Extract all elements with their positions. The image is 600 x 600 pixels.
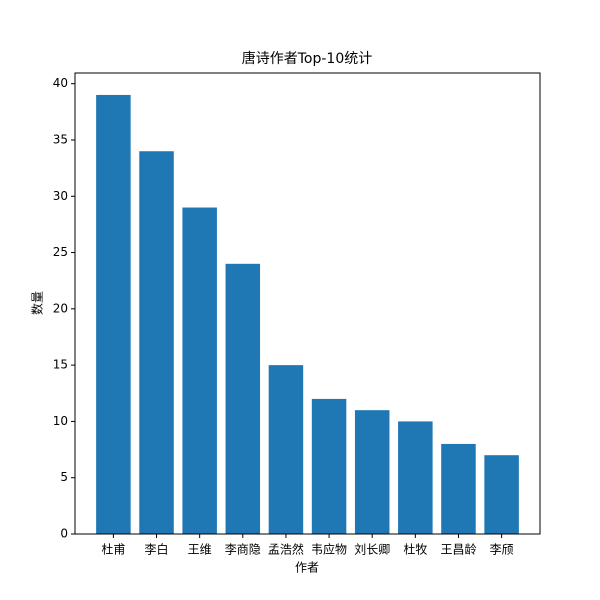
bar [268, 365, 304, 534]
x-tick-label: 孟浩然 [268, 542, 304, 557]
y-tick-label: 25 [53, 245, 68, 259]
bar [398, 421, 433, 534]
y-tick-label: 20 [53, 301, 68, 315]
y-tick-label: 5 [60, 470, 68, 484]
x-tick-label: 杜甫 [101, 542, 125, 557]
chart-title: 唐诗作者Top-10统计 [242, 50, 373, 67]
bar [354, 410, 390, 534]
plot-frame [74, 72, 541, 535]
bar [182, 207, 217, 534]
x-tick-label: 李白 [145, 542, 169, 557]
x-tick-label: 李颀 [490, 542, 514, 557]
bar [139, 151, 174, 534]
y-tick-label: 10 [53, 414, 68, 428]
x-tick-label: 刘长卿 [354, 543, 390, 557]
bar [484, 455, 519, 534]
x-tick-label: 李商隐 [225, 542, 261, 557]
y-tick-label: 30 [53, 189, 68, 203]
x-tick-label: 王维 [188, 543, 212, 557]
bar [96, 94, 131, 534]
x-axis-label: 作者 [295, 561, 319, 575]
bar [225, 263, 261, 534]
x-tick-label: 韦应物 [311, 542, 347, 557]
x-tick-label: 杜牧 [403, 542, 427, 557]
bar [311, 398, 347, 534]
bar [441, 443, 476, 534]
y-tick-label: 40 [53, 76, 68, 90]
y-tick-label: 35 [53, 132, 68, 146]
y-tick-label: 0 [60, 527, 68, 541]
y-tick-label: 15 [53, 358, 68, 372]
y-axis-label: 数量 [30, 291, 45, 315]
x-tick-label: 王昌龄 [440, 543, 476, 557]
